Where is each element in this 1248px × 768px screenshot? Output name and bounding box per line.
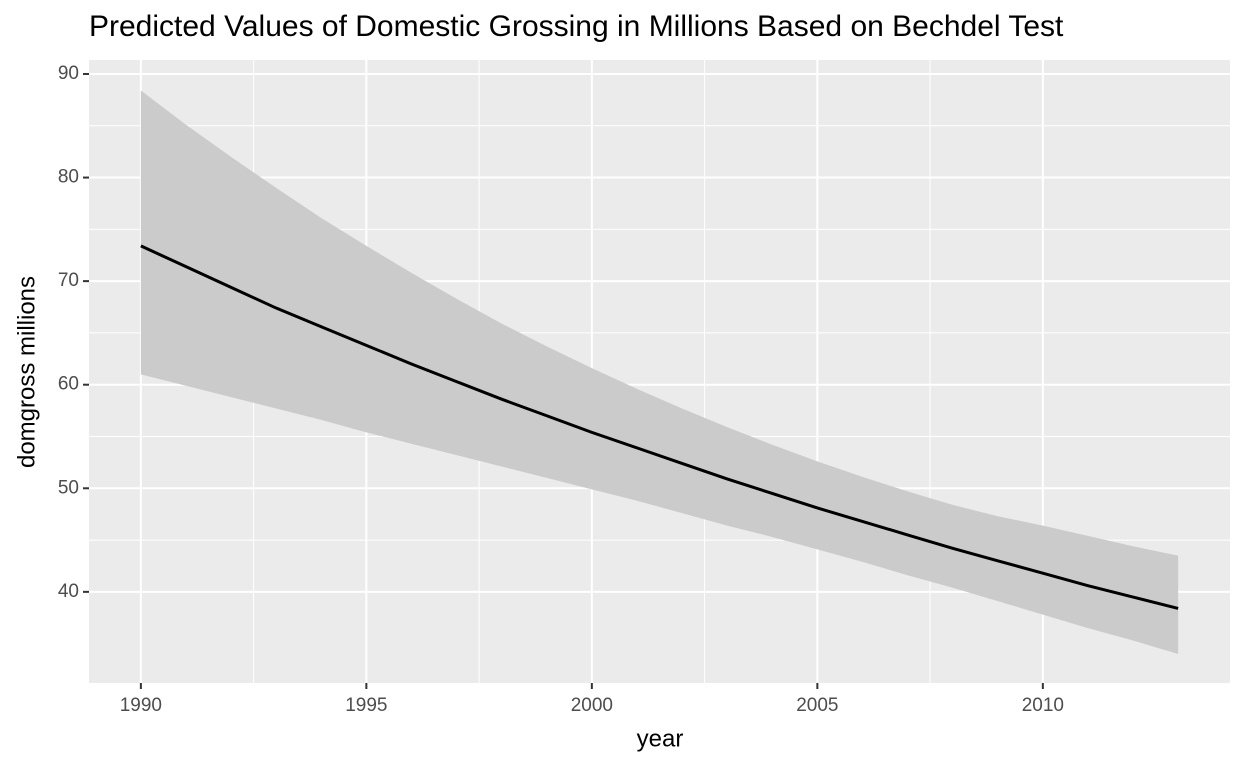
x-tick-label: 2005: [796, 695, 838, 716]
chart-title: Predicted Values of Domestic Grossing in…: [89, 10, 1064, 43]
x-tick-label: 1990: [120, 695, 162, 716]
y-tick-label: 40: [58, 581, 79, 602]
y-tick-label: 50: [58, 477, 79, 498]
y-tick-label: 60: [58, 374, 79, 395]
confidence-band: [140, 90, 1179, 654]
y-axis-label: domgross millions: [13, 276, 40, 468]
x-tick-label: 2000: [571, 695, 613, 716]
line: [140, 244, 1179, 610]
y-tick-label: 70: [58, 270, 79, 291]
x-tick-label: 2010: [1022, 695, 1064, 716]
y-tick-label: 80: [58, 167, 79, 188]
x-axis-label: year: [637, 725, 684, 752]
x-tick-label: 1995: [345, 695, 387, 716]
y-tick-label: 90: [58, 63, 79, 84]
